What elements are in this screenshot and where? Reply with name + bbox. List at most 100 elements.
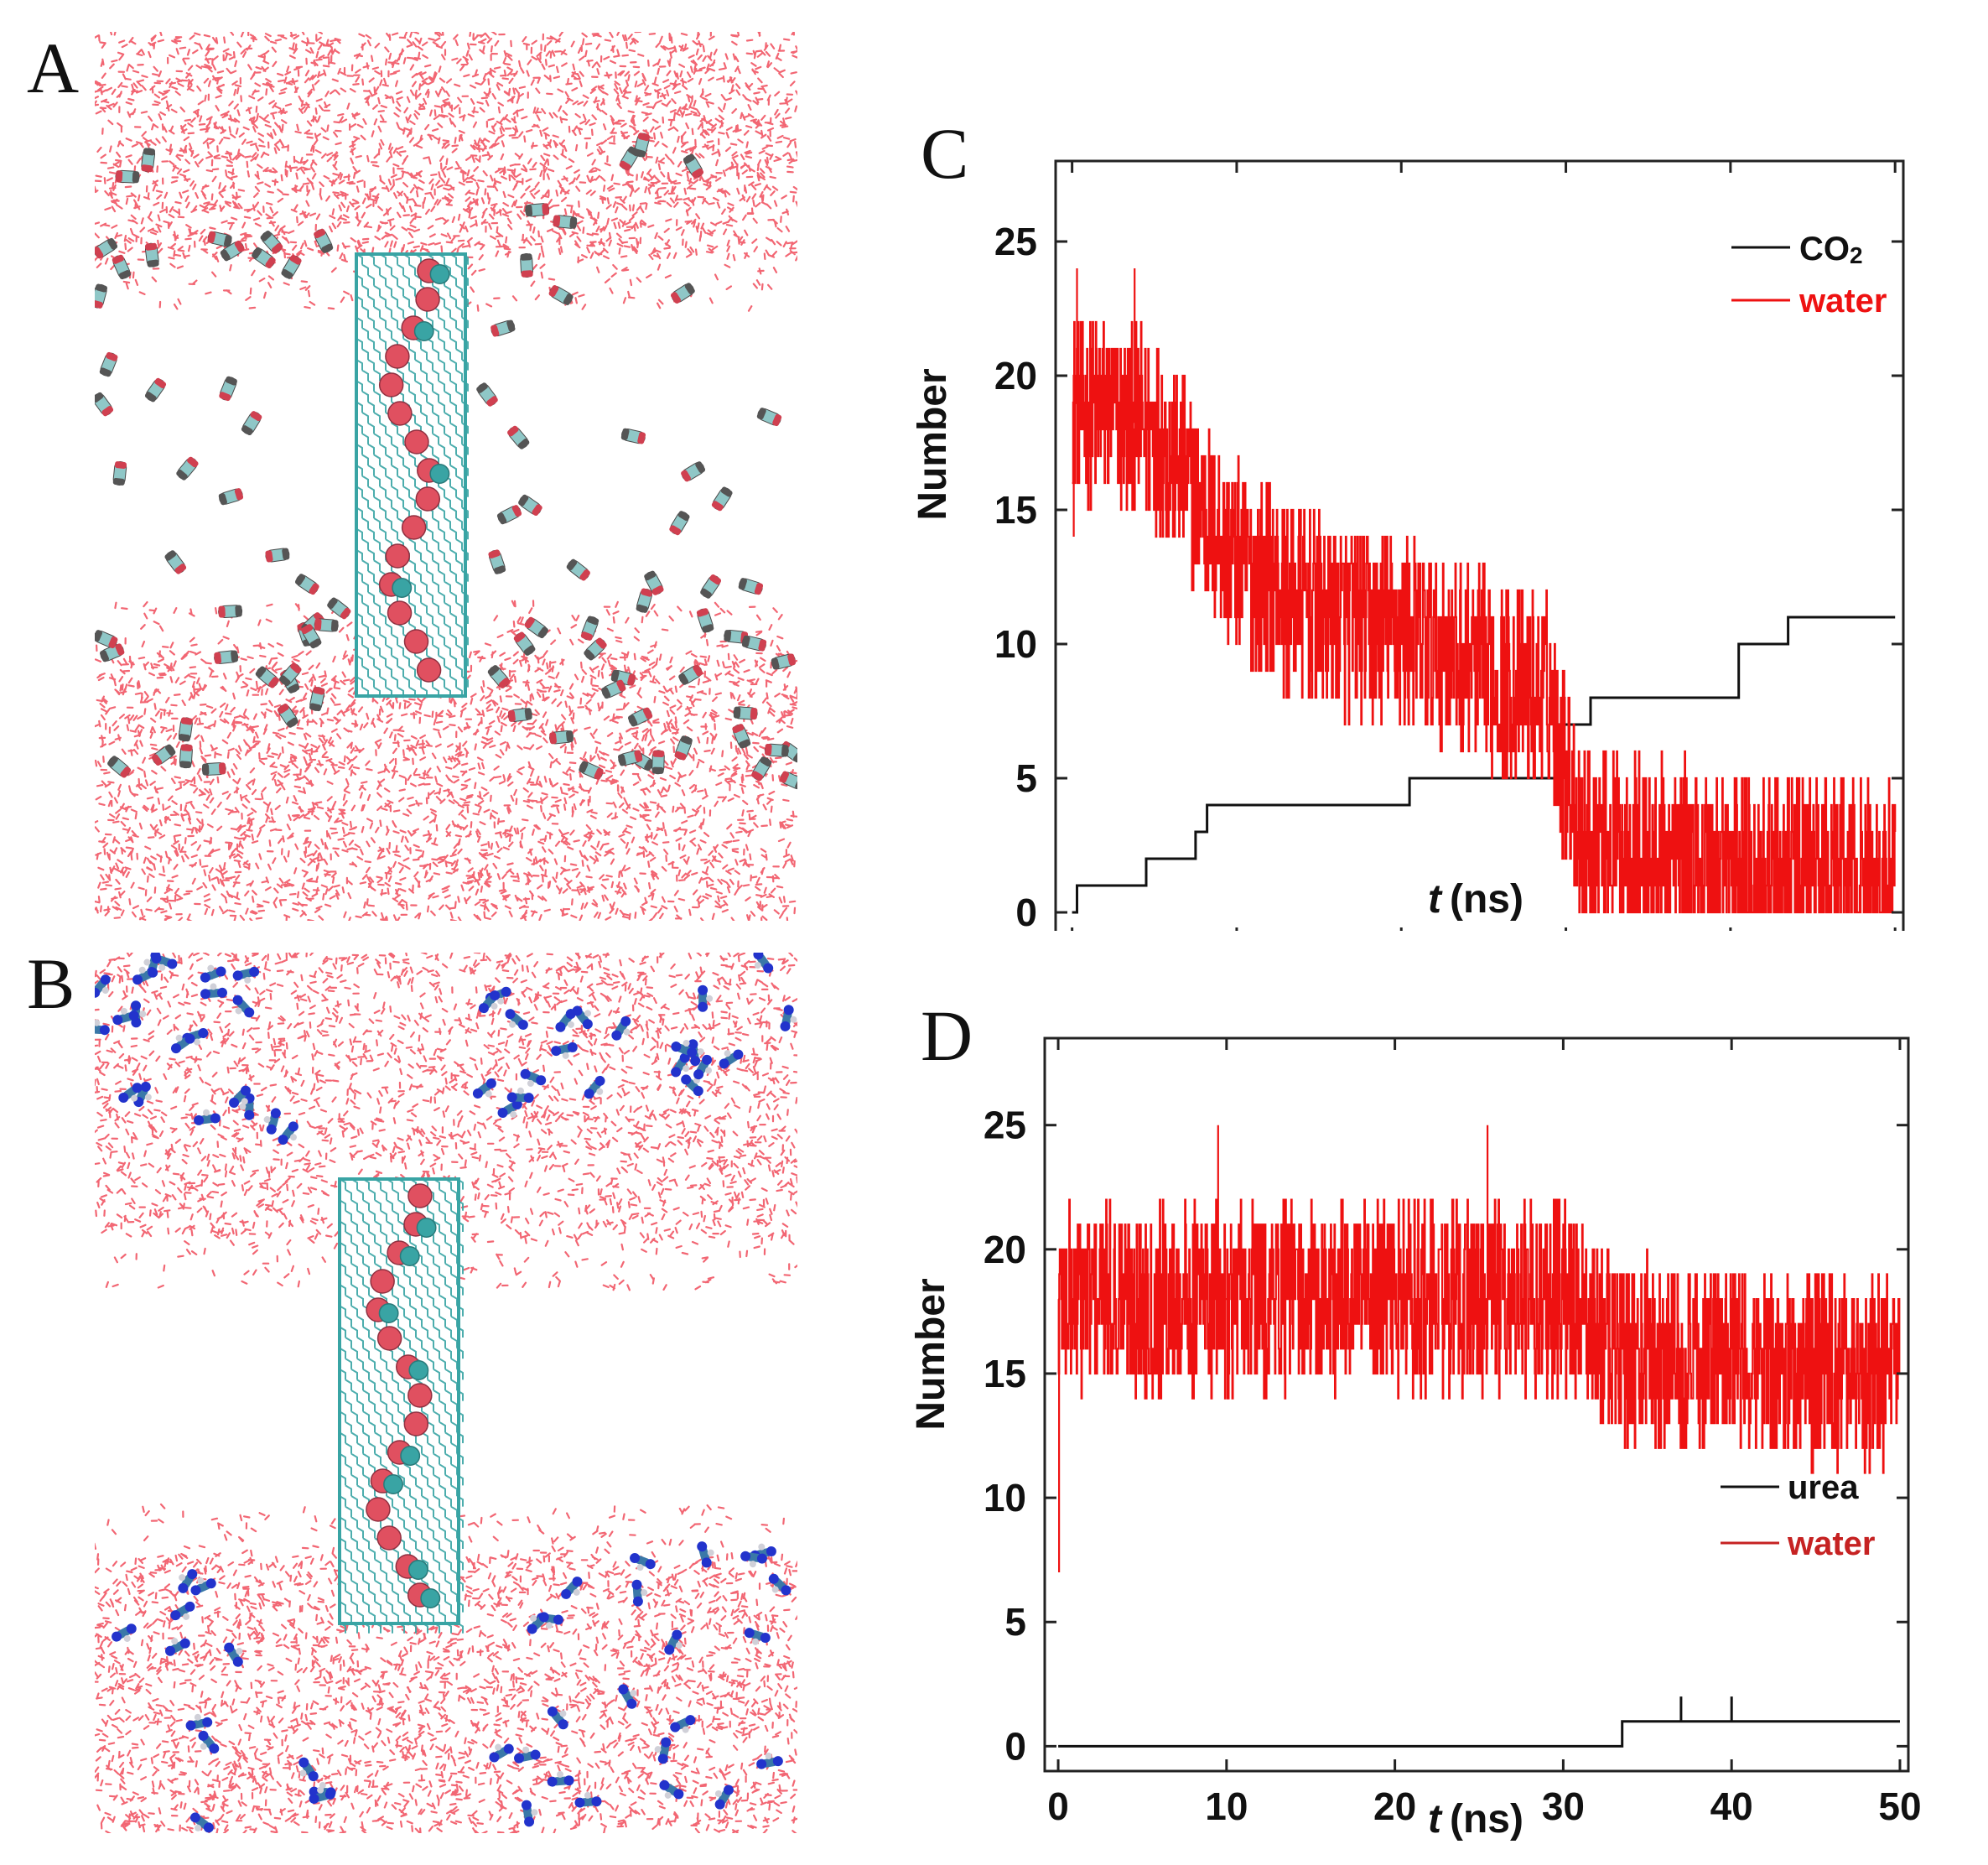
solute-molecule <box>547 1706 568 1730</box>
chart-c-ylabel: Number <box>911 368 955 520</box>
molecule <box>376 1326 402 1351</box>
solute-molecule <box>176 456 199 481</box>
panel-label-d: D <box>921 995 973 1076</box>
solute-molecule <box>171 1033 195 1054</box>
solute-molecule <box>697 1541 714 1568</box>
molecule <box>404 429 429 455</box>
solute-molecule <box>744 1628 771 1645</box>
solute-molecule <box>525 203 550 217</box>
solute-molecule <box>229 1085 251 1108</box>
solute-molecule <box>151 953 178 971</box>
solute-molecule <box>260 230 283 254</box>
solute-molecule <box>651 750 665 775</box>
solute-molecule <box>574 1791 602 1808</box>
solute-molecule <box>200 983 227 1000</box>
solute-molecule <box>751 756 772 782</box>
solute-molecule <box>681 461 706 482</box>
solute-molecule <box>764 743 789 757</box>
molecule <box>408 1360 429 1380</box>
solute-molecule <box>95 630 118 649</box>
molecule <box>413 321 434 341</box>
x-tick-label: 20 <box>1373 1784 1416 1828</box>
solute-molecule <box>719 1049 744 1069</box>
chart-d-legend-urea: urea <box>1788 1469 1859 1506</box>
solute-molecule <box>780 1005 797 1031</box>
solute-molecule <box>279 662 302 687</box>
solute-molecule <box>178 717 193 742</box>
solute-molecule <box>669 511 690 536</box>
solute-molecule <box>178 1569 198 1593</box>
solute-molecule <box>683 153 704 179</box>
chart-c-series-layer <box>1072 268 1897 914</box>
confined-molecules <box>366 1183 441 1608</box>
solute-molecule <box>579 761 604 780</box>
solute-molecule <box>489 1743 514 1763</box>
solute-molecule <box>214 650 239 664</box>
solute-molecule <box>678 664 703 685</box>
solute-molecule <box>521 1800 538 1827</box>
chart-d-legend-water: water <box>1787 1525 1876 1562</box>
solute-molecule <box>553 215 578 229</box>
solute-molecule <box>488 549 506 574</box>
solute-molecules <box>95 953 797 1833</box>
solute-molecule <box>584 637 607 661</box>
chart-c-legend: CO2 water <box>1731 231 1887 319</box>
series-water-line <box>1072 268 1897 914</box>
chart-d-xlabel: t (ns) <box>1428 1797 1523 1842</box>
solute-molecule <box>487 665 511 688</box>
molecule <box>366 1497 391 1522</box>
solute-molecule <box>112 461 127 486</box>
solute-molecule <box>241 411 262 436</box>
x-tick-label: 0 <box>1047 1784 1069 1828</box>
solute-molecule <box>506 1087 534 1104</box>
solute-molecule <box>327 597 351 620</box>
solute-molecule <box>771 653 797 670</box>
y-tick-label: 10 <box>994 622 1037 666</box>
solute-molecule <box>118 1083 143 1103</box>
chart-c-xlabel-var: t <box>1428 877 1443 922</box>
solute-molecule <box>527 1612 549 1634</box>
molecule <box>407 1183 433 1208</box>
solute-molecule <box>520 253 533 278</box>
solute-molecule <box>95 237 118 259</box>
solute-molecule <box>520 1068 547 1087</box>
solute-molecule <box>170 1601 195 1621</box>
molecule <box>415 486 441 512</box>
chart-c-xlabel-unit: (ns) <box>1450 877 1523 922</box>
solute-molecule <box>224 1642 243 1667</box>
solute-molecule <box>314 618 339 632</box>
solute-molecule <box>95 1019 110 1036</box>
solute-molecule <box>507 708 532 722</box>
panel-label-c: C <box>921 113 969 194</box>
solute-molecule <box>255 666 279 688</box>
y-tick-label: 5 <box>1015 756 1037 800</box>
chart-c-legend-co2: CO2 <box>1799 231 1863 268</box>
y-tick-label: 10 <box>984 1476 1026 1520</box>
y-tick-label: 0 <box>1004 1724 1026 1768</box>
solute-molecule <box>513 631 536 656</box>
molecule <box>370 1269 395 1294</box>
solute-molecule <box>548 285 574 305</box>
solute-molecule <box>179 744 193 769</box>
water-molecules <box>95 32 797 921</box>
y-tick-label: 15 <box>994 488 1037 532</box>
solute-molecule <box>218 605 243 618</box>
solute-molecule <box>265 548 290 563</box>
solute-molecule <box>496 505 522 525</box>
solute-molecule <box>497 1099 522 1118</box>
solute-molecule <box>281 254 302 279</box>
solute-molecule <box>654 1737 672 1764</box>
solute-molecule <box>301 624 322 649</box>
chart-d: 0 10 20 30 40 50 0 5 10 15 20 25 Number t (ns) urea … <box>906 1006 1979 1845</box>
solute-molecule <box>618 1684 637 1709</box>
solute-molecule <box>112 254 132 280</box>
molecule <box>403 1411 429 1436</box>
solute-molecule <box>671 1039 698 1057</box>
solute-molecule <box>252 247 276 268</box>
solute-molecule <box>549 730 574 745</box>
solute-molecule <box>278 1121 298 1145</box>
y-tick-label: 25 <box>984 1104 1026 1147</box>
solute-molecule <box>630 1553 656 1571</box>
series-co2-step <box>1072 616 1896 914</box>
